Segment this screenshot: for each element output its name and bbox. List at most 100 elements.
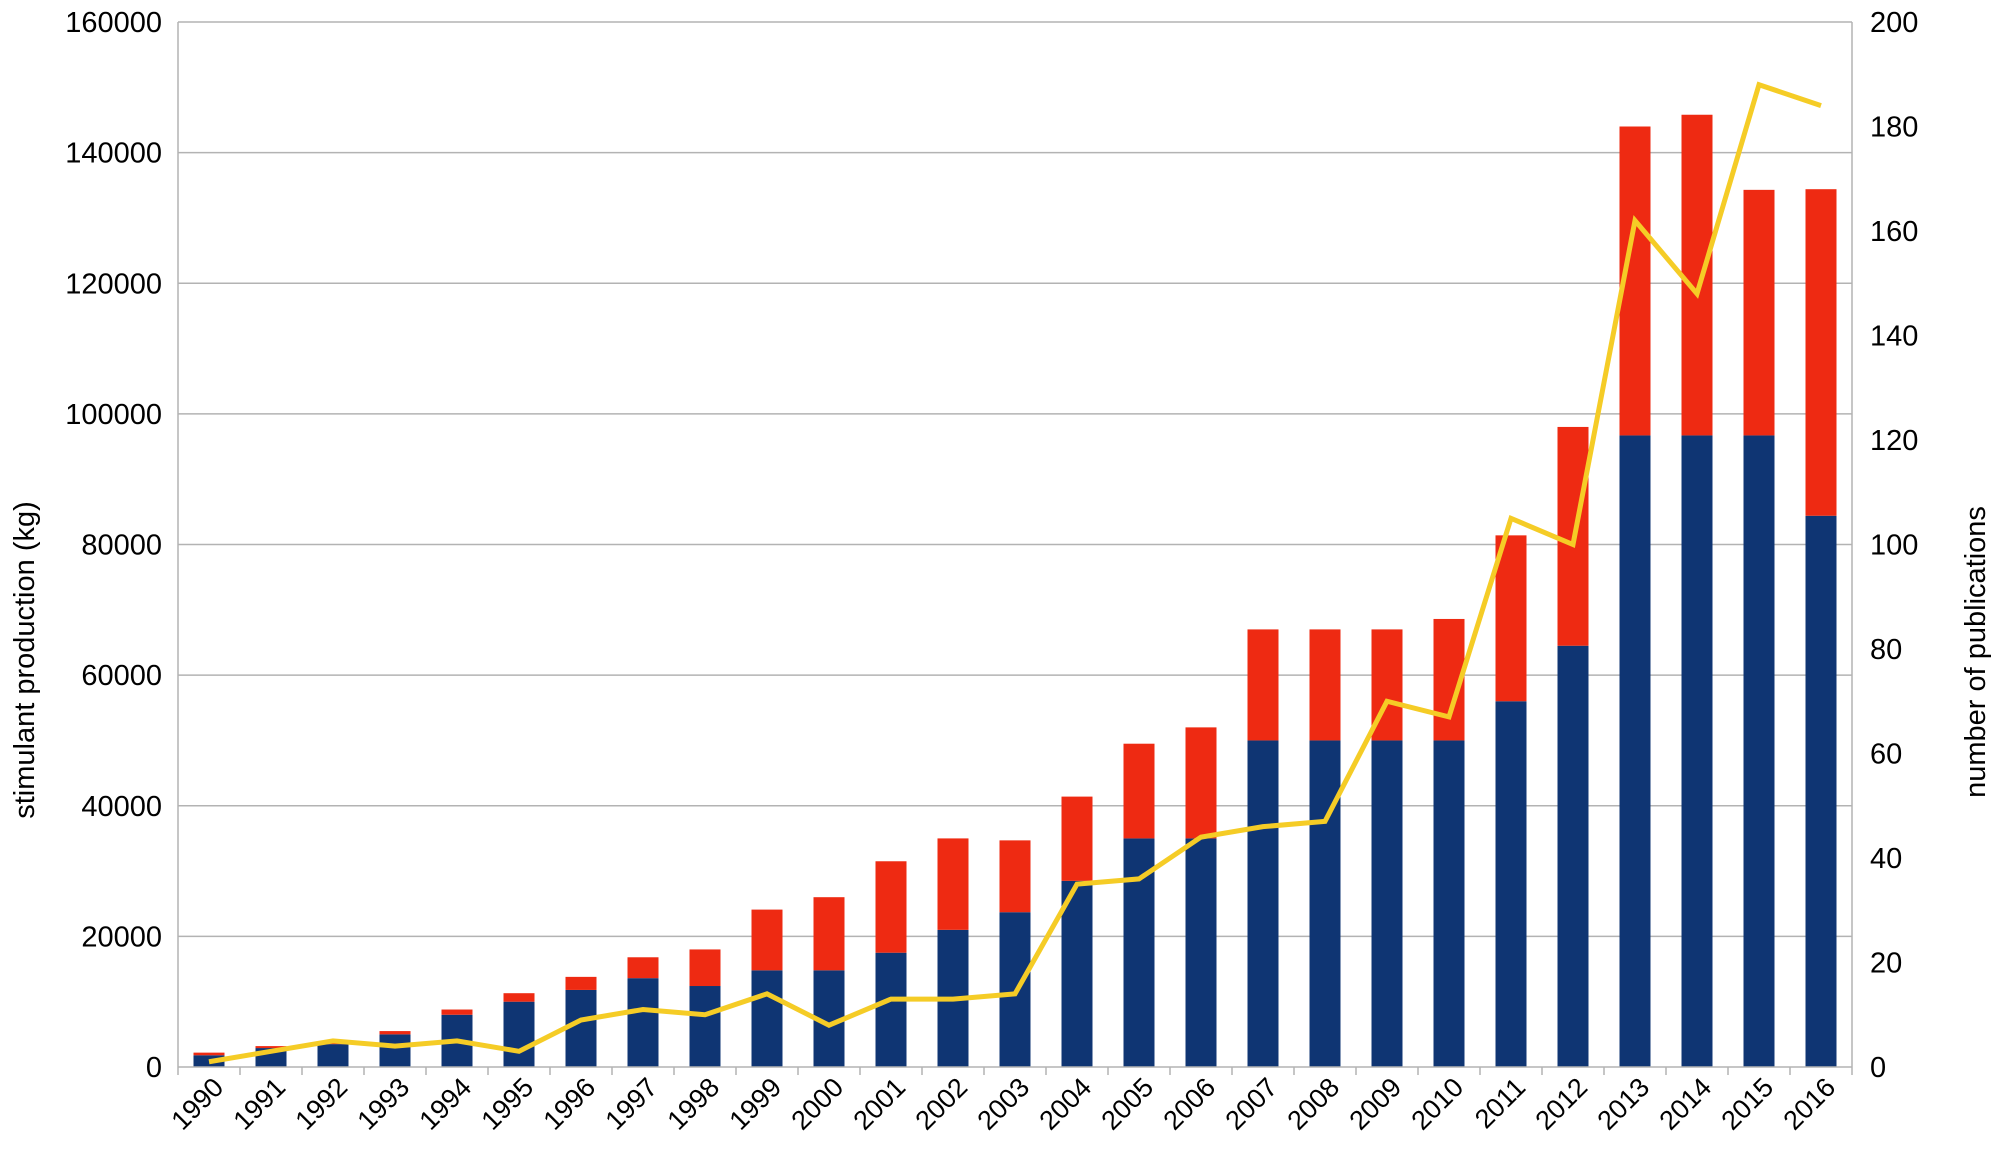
left-axis-tick-label: 120000	[65, 268, 162, 300]
x-axis-tick-label: 2008	[1282, 1072, 1346, 1136]
x-axis-tick-label: 1998	[662, 1072, 726, 1136]
publications-line	[208, 81, 1822, 1065]
left-axis-tick-label: 0	[146, 1052, 162, 1084]
bar-segment-upper	[751, 909, 783, 971]
bar-segment-upper	[1495, 535, 1527, 702]
right-axis-tick-label: 40	[1870, 843, 1902, 875]
x-axis-tick-label: 2005	[1096, 1072, 1160, 1136]
bar-segment-lower	[751, 970, 783, 1067]
bar-segment-lower	[627, 978, 659, 1067]
left-axis-tick-labels: 0 20000 40000 60000 80000 100000 120000 140000 1…	[65, 7, 162, 1084]
left-axis-tick-label: 140000	[65, 138, 162, 170]
bar-segment-upper	[813, 897, 845, 971]
left-axis-tick-label: 100000	[65, 399, 162, 431]
x-axis-tick-label: 1996	[538, 1072, 602, 1136]
bar-segment-upper	[1185, 727, 1217, 839]
x-axis-tick-label: 2010	[1406, 1072, 1470, 1136]
right-axis-tick-label: 180	[1870, 112, 1918, 144]
bar-segment-lower	[1619, 435, 1651, 1068]
x-axis-tick-label: 2014	[1654, 1072, 1718, 1136]
gridlines	[177, 21, 1853, 1075]
x-axis-tick-label: 2004	[1034, 1072, 1098, 1136]
bar-segment-lower	[1433, 740, 1465, 1067]
left-axis-tick-label: 20000	[81, 921, 162, 953]
bar-segment-lower	[1061, 880, 1093, 1067]
bar-segment-upper	[317, 1042, 349, 1045]
x-axis-tick-label: 2016	[1778, 1072, 1842, 1136]
bar-segment-lower	[1743, 435, 1775, 1068]
bar-segment-upper	[503, 993, 535, 1002]
bars	[193, 114, 1837, 1068]
x-axis-tick-label: 2007	[1220, 1072, 1284, 1136]
bar-segment-upper	[255, 1046, 287, 1049]
bar-segment-lower	[1371, 740, 1403, 1067]
right-axis-tick-label: 20	[1870, 948, 1902, 980]
right-axis-tick-label: 60	[1870, 739, 1902, 771]
x-axis-tick-label: 1992	[290, 1072, 354, 1136]
bar-segment-lower	[1185, 838, 1217, 1067]
bar-segment-lower	[379, 1034, 411, 1067]
bar-segment-lower	[1557, 645, 1589, 1067]
bar-segment-lower	[689, 986, 721, 1067]
right-axis-tick-labels: 0 20 40 60 80 100 120 140 160 180 200	[1870, 7, 1918, 1084]
x-axis-tick-label: 2000	[786, 1072, 850, 1136]
bar-segment-upper	[379, 1031, 411, 1035]
bar-segment-lower	[1805, 515, 1837, 1067]
x-axis-tick-label: 1995	[476, 1072, 540, 1136]
bar-segment-upper	[1309, 629, 1341, 741]
y-axis-label: stimulant production (kg)	[9, 501, 41, 819]
bar-segment-lower	[1495, 701, 1527, 1067]
left-axis-tick-label: 80000	[81, 530, 162, 562]
bar-segment-upper	[565, 976, 597, 990]
bar-segment-upper	[1061, 796, 1093, 881]
right-axis-tick-label: 100	[1870, 530, 1918, 562]
bar-segment-lower	[317, 1044, 349, 1067]
bar-segment-lower	[565, 989, 597, 1067]
x-axis-tick-label: 2003	[972, 1072, 1036, 1136]
x-axis-tick-label: 1993	[352, 1072, 416, 1136]
x-axis-tick-label: 1990	[166, 1072, 230, 1136]
left-axis-tick-label: 60000	[81, 660, 162, 692]
right-axis-tick-label: 200	[1870, 7, 1918, 39]
publications-line-layer	[208, 81, 1822, 1065]
bar-segment-lower	[503, 1001, 535, 1067]
bar-segment-upper	[1123, 743, 1155, 839]
right-axis-tick-label: 80	[1870, 634, 1902, 666]
x-axis-tick-label: 2013	[1592, 1072, 1656, 1136]
bar-segment-upper	[999, 840, 1031, 913]
bar-segment-lower	[875, 952, 907, 1067]
bar-segment-upper	[689, 949, 721, 987]
x-axis-tick-label: 2012	[1530, 1072, 1594, 1136]
y2-axis-label: number of publications	[1960, 506, 1992, 798]
right-axis-tick-label: 140	[1870, 321, 1918, 353]
bar-segment-upper	[875, 861, 907, 953]
bar-segment-upper	[193, 1052, 225, 1056]
right-axis-tick-label: 120	[1870, 425, 1918, 457]
x-axis-tick-label: 1997	[600, 1072, 664, 1136]
bar-segment-upper	[627, 957, 659, 979]
bar-segment-upper	[441, 1009, 473, 1015]
bar-segment-upper	[1805, 189, 1837, 516]
bar-segment-upper	[937, 838, 969, 930]
bar-segment-lower	[1309, 740, 1341, 1067]
bar-segment-upper	[1743, 189, 1775, 436]
right-axis-tick-label: 0	[1870, 1052, 1886, 1084]
x-axis-tick-label: 1994	[414, 1072, 478, 1136]
bar-segment-lower	[1681, 435, 1713, 1068]
x-axis-tick-label: 2011	[1469, 1072, 1531, 1134]
x-axis-tick-labels: 1990199119921993199419951996199719981999…	[166, 1072, 1842, 1136]
x-axis-tick-label: 2015	[1716, 1072, 1780, 1136]
bar-segment-upper	[1247, 629, 1279, 741]
bar-segment-upper	[1681, 114, 1713, 436]
x-axis-tick-label: 2002	[910, 1072, 974, 1136]
x-axis-tick-label: 2009	[1344, 1072, 1408, 1136]
bar-segment-lower	[1247, 740, 1279, 1067]
right-axis-tick-label: 160	[1870, 216, 1918, 248]
x-axis-tick-label: 2006	[1158, 1072, 1222, 1136]
left-axis-tick-label: 160000	[65, 7, 162, 39]
left-axis-tick-label: 40000	[81, 791, 162, 823]
x-axis-tick-label: 2001	[848, 1072, 912, 1136]
x-axis-tick-label: 1991	[228, 1072, 292, 1136]
x-axis-tick-label: 1999	[724, 1072, 788, 1136]
